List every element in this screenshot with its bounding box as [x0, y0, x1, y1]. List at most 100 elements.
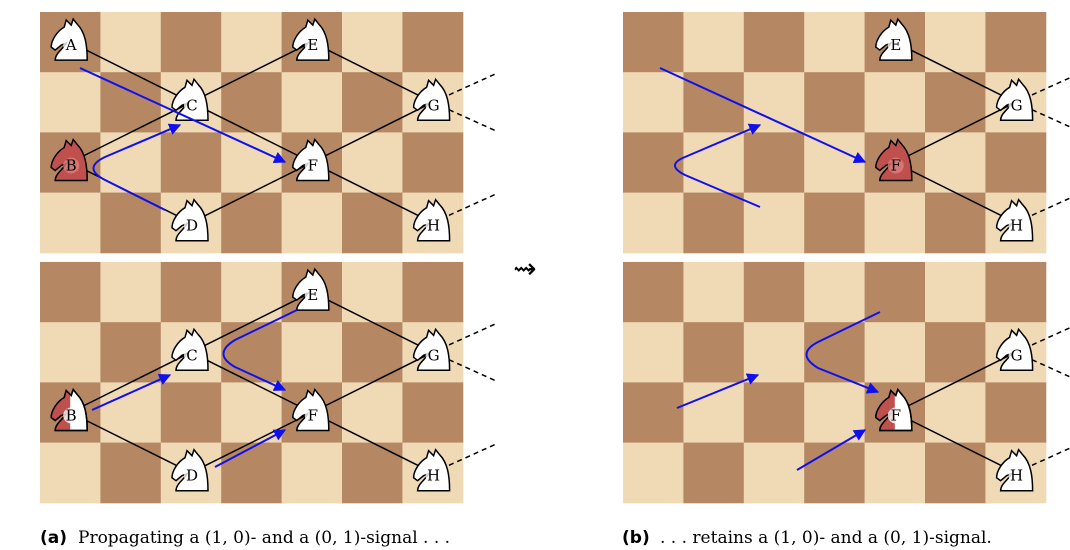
knight-label: A [65, 36, 77, 54]
square [865, 443, 926, 504]
square [623, 322, 684, 383]
knight-label: F [891, 157, 901, 175]
square [221, 382, 282, 443]
square [342, 193, 403, 254]
square [402, 382, 463, 443]
square [221, 132, 282, 193]
square [221, 193, 282, 254]
square [804, 72, 865, 133]
board: E F G H [623, 12, 1070, 253]
square [744, 72, 805, 133]
square [925, 382, 986, 443]
knight-label: E [890, 36, 901, 54]
square [161, 262, 222, 323]
square [342, 132, 403, 193]
knight-label: D [186, 217, 198, 235]
square [804, 382, 865, 443]
square [744, 12, 805, 73]
square [161, 12, 222, 73]
square [683, 382, 744, 443]
square [40, 193, 101, 254]
square [985, 12, 1046, 73]
square [985, 382, 1046, 443]
square [282, 322, 343, 383]
knight-label: E [307, 36, 318, 54]
square [925, 322, 986, 383]
knight-label: G [428, 346, 440, 364]
square [925, 262, 986, 323]
knight-label: H [1010, 467, 1023, 485]
square [100, 12, 161, 73]
knight-label: G [1011, 96, 1023, 114]
square [683, 12, 744, 73]
square [623, 72, 684, 133]
square [342, 262, 403, 323]
knight-label: E [307, 286, 318, 304]
square [865, 193, 926, 254]
caption-text: Propagating a (1, 0)- and a (0, 1)-signa… [78, 528, 450, 548]
square [342, 382, 403, 443]
square [221, 12, 282, 73]
square [40, 72, 101, 133]
knight-label: F [891, 407, 901, 425]
knight-label: H [427, 467, 440, 485]
square [925, 132, 986, 193]
square [100, 262, 161, 323]
square [683, 193, 744, 254]
board: F G H [623, 262, 1070, 503]
square [40, 262, 101, 323]
square [402, 12, 463, 73]
square [744, 322, 805, 383]
square [100, 322, 161, 383]
knight-label: C [186, 346, 197, 364]
square [402, 262, 463, 323]
knight-label: B [66, 407, 77, 425]
square [804, 443, 865, 504]
square [925, 193, 986, 254]
square [161, 382, 222, 443]
square [282, 193, 343, 254]
knight-label: F [308, 157, 318, 175]
transition-symbol: ⇝ [513, 252, 536, 285]
square [865, 72, 926, 133]
square [804, 262, 865, 323]
square [100, 193, 161, 254]
square [925, 72, 986, 133]
square [623, 382, 684, 443]
square [683, 443, 744, 504]
square [925, 443, 986, 504]
knight-label: F [308, 407, 318, 425]
square [623, 443, 684, 504]
square [744, 132, 805, 193]
square [342, 443, 403, 504]
square [744, 443, 805, 504]
square [282, 443, 343, 504]
knight-label: D [186, 467, 198, 485]
square [221, 443, 282, 504]
square [623, 193, 684, 254]
square [342, 72, 403, 133]
square [100, 443, 161, 504]
knight-label: H [427, 217, 440, 235]
square [623, 12, 684, 73]
square [985, 262, 1046, 323]
square [221, 262, 282, 323]
square [744, 262, 805, 323]
square [683, 322, 744, 383]
knight-label: C [186, 96, 197, 114]
square [683, 262, 744, 323]
knight-label: H [1010, 217, 1023, 235]
board: B C D E F G H [40, 262, 495, 503]
knight-label: G [1011, 346, 1023, 364]
square [40, 443, 101, 504]
square [744, 382, 805, 443]
square [623, 262, 684, 323]
square [804, 193, 865, 254]
caption-tag: (b) [622, 528, 650, 548]
square [40, 322, 101, 383]
caption-tag: (a) [40, 528, 67, 548]
square [221, 72, 282, 133]
figure: ⇝ (a) Propagating a (1, 0)- and a (0, 1)… [0, 0, 1070, 550]
square [865, 322, 926, 383]
square [683, 132, 744, 193]
